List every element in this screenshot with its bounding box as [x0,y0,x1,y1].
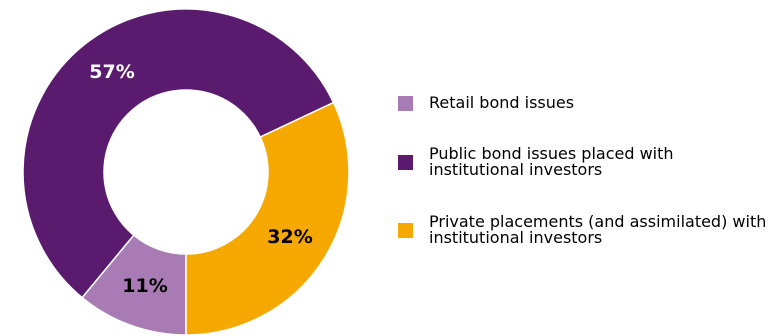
slice-value-label-1: 57% [89,61,134,83]
slice-value-label-0: 11% [122,275,167,297]
donut-slice-1 [22,8,335,299]
legend-label-public: Public bond issues placed with instituti… [429,144,674,179]
slice-value-label-2: 32% [267,226,312,248]
legend-swatch-retail [398,95,413,111]
legend-item-public-bond-issues: Public bond issues placed with instituti… [398,146,769,178]
legend-label-retail: Retail bond issues [429,93,575,112]
legend-swatch-private [398,222,413,238]
legend-swatch-public [398,154,413,170]
legend-item-private-placements: Private placements (and assimilated) wit… [398,214,769,246]
donut-slice-2 [185,101,350,336]
legend: Retail bond issues Public bond issues pl… [398,0,776,336]
legend-label-private: Private placements (and assimilated) wit… [429,212,767,247]
legend-item-retail-bond-issues: Retail bond issues [398,95,769,111]
